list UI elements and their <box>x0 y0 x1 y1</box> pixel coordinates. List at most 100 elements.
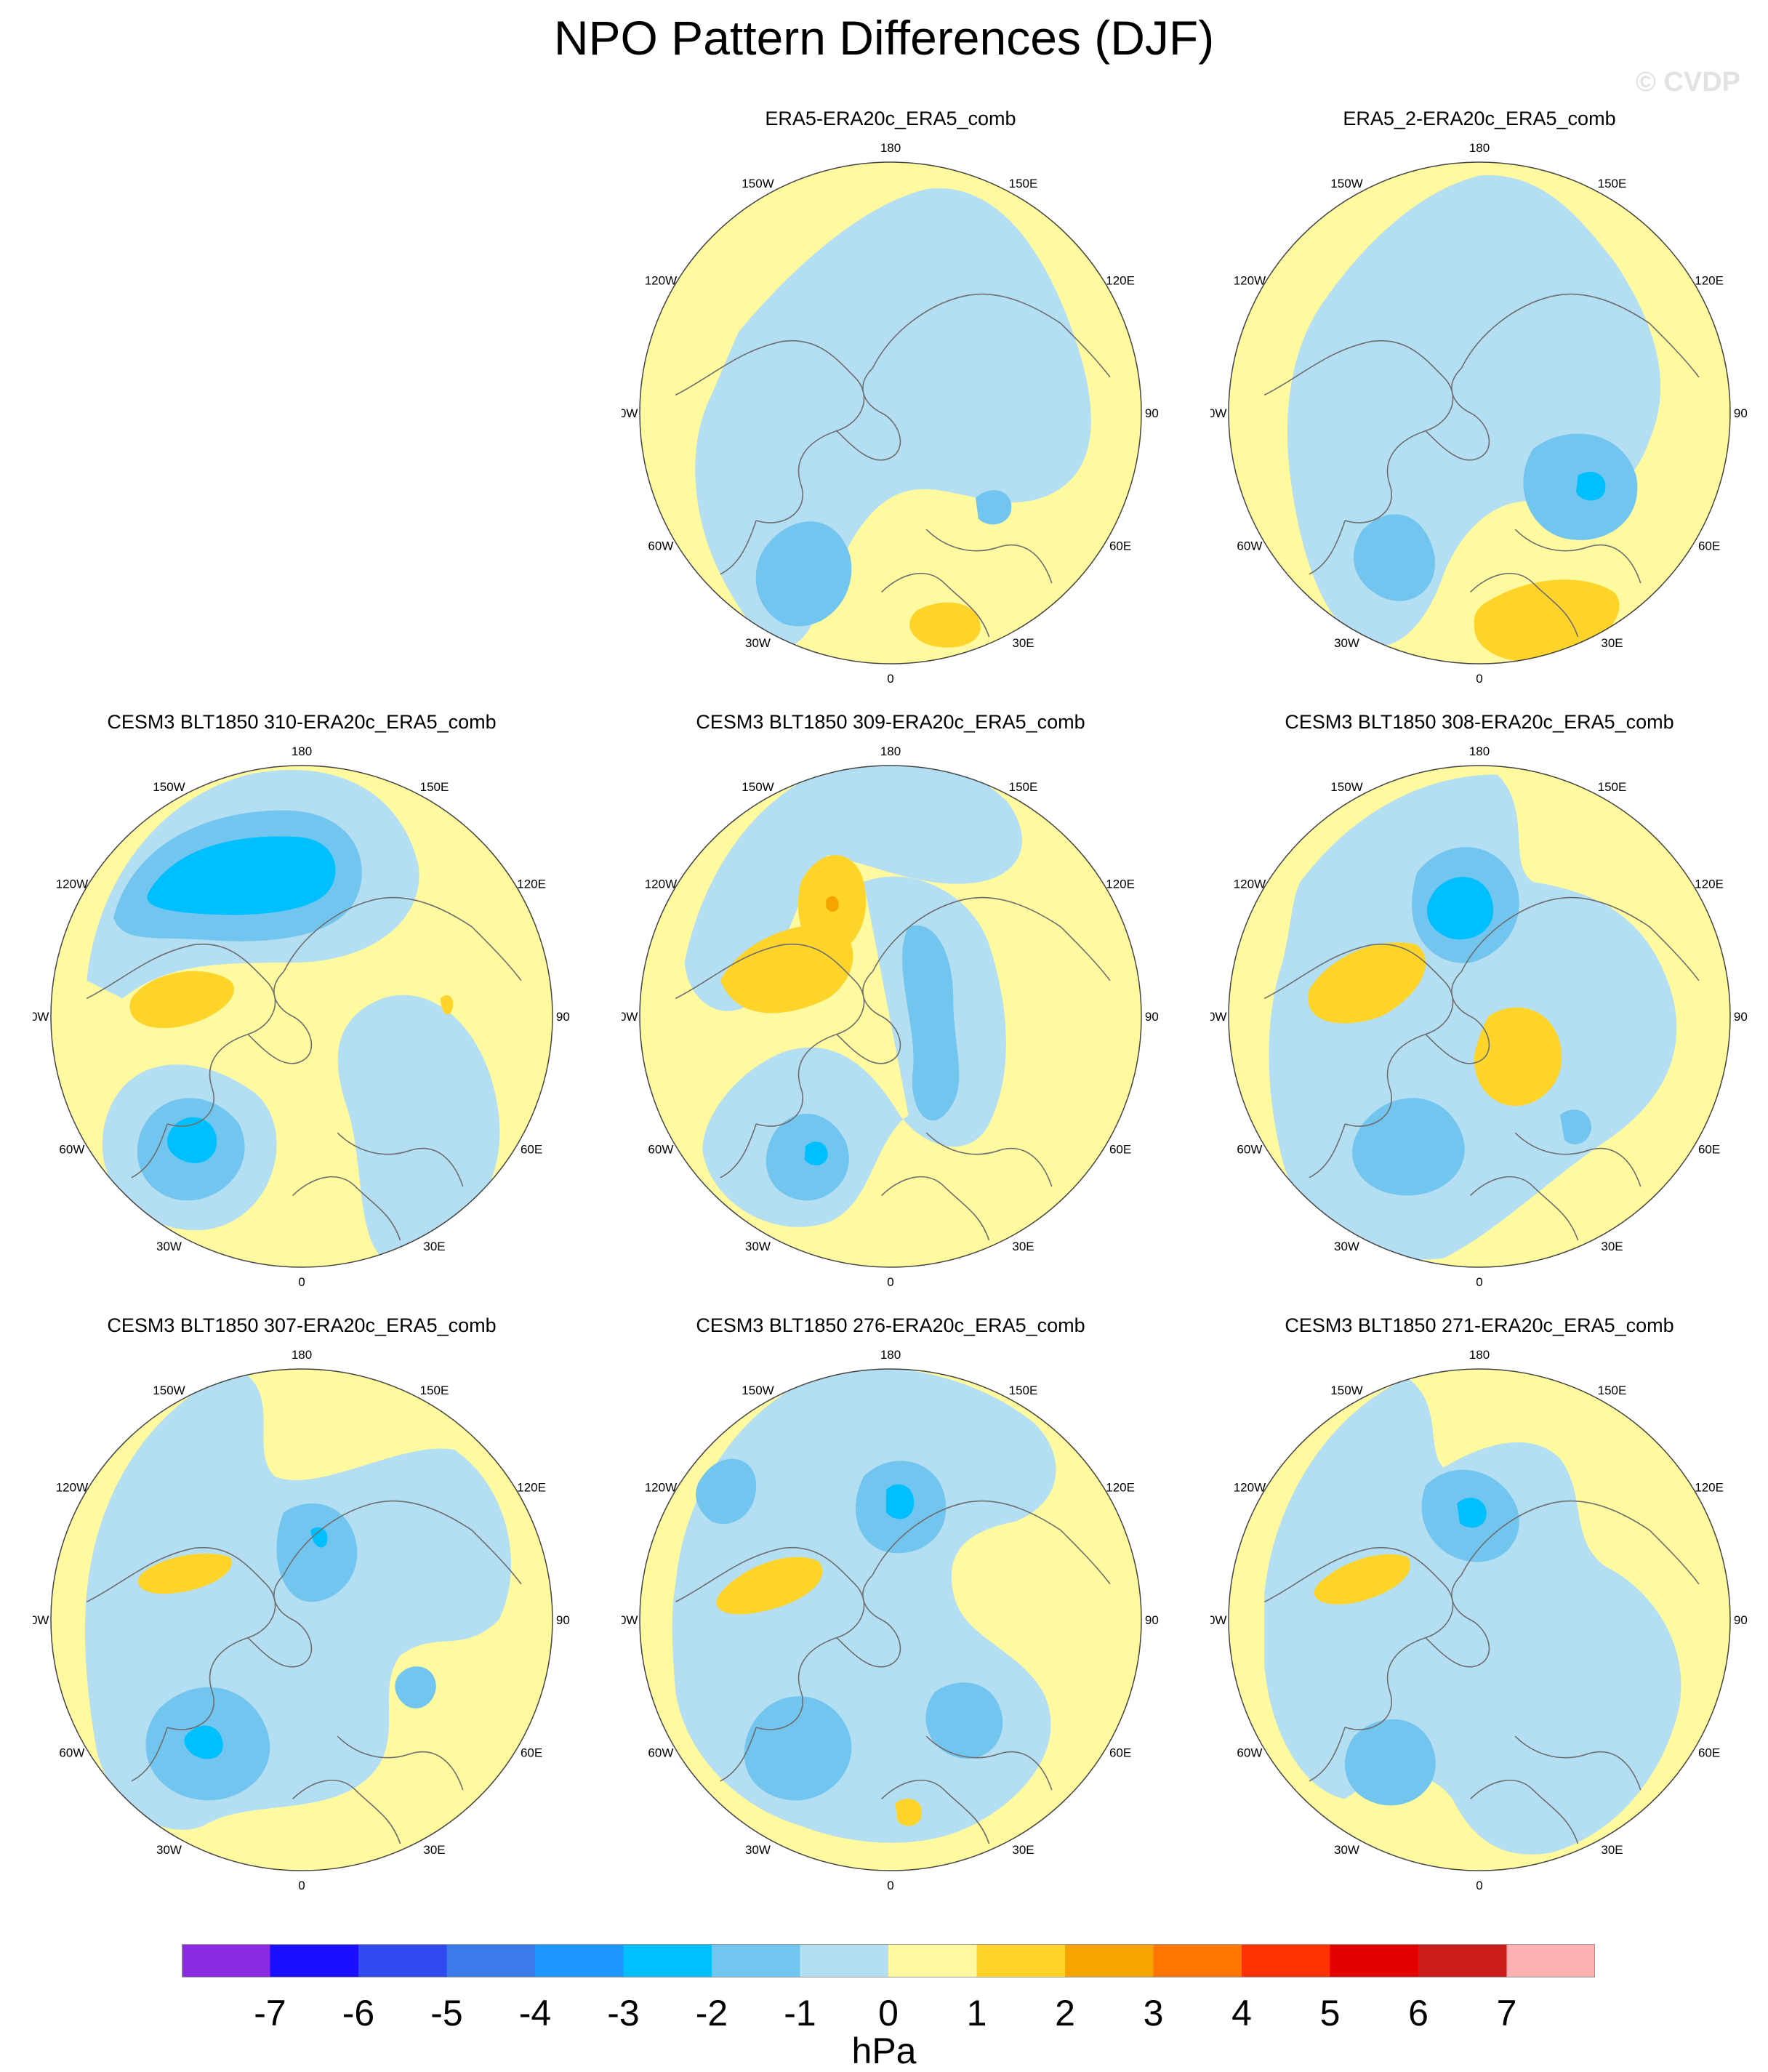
colorbar-swatch <box>712 1944 800 1977</box>
coastline <box>283 896 522 981</box>
contour-region <box>166 1117 217 1163</box>
coastline <box>1460 1500 1700 1585</box>
longitude-label: 30E <box>1601 1240 1623 1253</box>
coastline <box>872 293 1111 378</box>
coastline <box>247 971 313 1064</box>
contour-region <box>310 1527 328 1548</box>
longitude-label: 90E <box>1734 1613 1748 1627</box>
coastline <box>720 520 757 575</box>
longitude-label: 120W <box>56 1481 88 1495</box>
longitude-label: 30E <box>1012 1240 1034 1253</box>
longitude-label: 150W <box>1330 177 1362 190</box>
coastline <box>337 1735 464 1791</box>
longitude-label: 0 <box>298 1275 305 1289</box>
contour-region <box>755 521 852 627</box>
polar-map: 180 150E 120E 90E 60E 30E 0 30W 60W 90W 120W 150W <box>622 1348 1160 1892</box>
longitude-label: 90W <box>33 1010 49 1024</box>
longitude-label: 60W <box>1237 1143 1262 1157</box>
map-outline <box>639 765 1142 1268</box>
longitude-label: 180 <box>880 744 901 758</box>
coastline <box>1470 1176 1579 1241</box>
contour-region <box>1352 1098 1465 1196</box>
contour-region <box>696 1458 757 1525</box>
colorbar-tick-label: -2 <box>695 1993 728 2033</box>
longitude-label: 90E <box>556 1613 571 1627</box>
contour-region <box>1314 1554 1410 1605</box>
figure-title: NPO Pattern Differences (DJF) <box>553 11 1215 65</box>
coastline <box>1309 1727 1346 1782</box>
longitude-label: 90W <box>622 406 638 420</box>
coastline <box>1425 1574 1490 1668</box>
longitude-label: 150E <box>420 1384 449 1397</box>
panel-era5: ERA5-ERA20c_ERA5_comb 180 150E 120E 90E 60E 3… <box>622 108 1160 689</box>
panel-title: CESM3 BLT1850 310-ERA20c_ERA5_comb <box>107 711 497 733</box>
longitude-label: 90E <box>1145 1010 1160 1024</box>
contour-region <box>1354 514 1435 601</box>
longitude-label: 90W <box>1210 1010 1226 1024</box>
colorbar-tick-label: 1 <box>966 1993 987 2033</box>
panel-blt1850-271: CESM3 BLT1850 271-ERA20c_ERA5_comb 180 15… <box>1210 1314 1748 1896</box>
map-outline <box>1228 765 1731 1268</box>
coastline <box>872 1500 1111 1585</box>
longitude-label: 30W <box>1334 1843 1359 1857</box>
longitude-label: 120W <box>1234 1481 1266 1495</box>
longitude-label: 60E <box>1698 1746 1720 1760</box>
panel-title: CESM3 BLT1850 276-ERA20c_ERA5_comb <box>696 1314 1085 1336</box>
contour-region <box>756 260 944 404</box>
longitude-label: 180 <box>1469 1348 1490 1362</box>
longitude-label: 120W <box>1234 878 1266 891</box>
map-outline <box>1228 1368 1731 1871</box>
colorbar-swatch <box>1418 1944 1507 1977</box>
colorbar-tick-label: 2 <box>1055 1993 1075 2033</box>
coastline <box>1470 1779 1579 1844</box>
contour-region <box>895 1799 923 1826</box>
colorbar <box>182 1944 1595 1977</box>
contour-region <box>744 1696 852 1801</box>
panel-title: CESM3 BLT1850 308-ERA20c_ERA5_comb <box>1285 711 1674 733</box>
coastline <box>283 1500 522 1585</box>
contour-region <box>716 1557 823 1615</box>
colorbar-swatch <box>270 1944 359 1977</box>
longitude-label: 150W <box>153 780 185 794</box>
longitude-label: 150E <box>1598 780 1627 794</box>
contour-region <box>1457 1498 1487 1528</box>
longitude-label: 150E <box>1598 177 1627 190</box>
coastline <box>292 1176 401 1241</box>
colorbar-swatch <box>623 1944 712 1977</box>
coastline <box>925 529 1053 584</box>
longitude-label: 150W <box>153 1384 185 1397</box>
coastline <box>1470 572 1579 638</box>
colorbar-swatch <box>1153 1944 1242 1977</box>
contour-region <box>138 1553 232 1594</box>
longitude-label: 30W <box>745 636 771 650</box>
panel-title: CESM3 BLT1850 309-ERA20c_ERA5_comb <box>696 711 1085 733</box>
longitude-label: 120W <box>56 878 88 891</box>
polar-map: 180 150E 120E 90E 60E 30E 0 30W 60W 90W 120W 150W <box>1210 141 1748 686</box>
polar-map: 180 150E 120E 90E 60E 30E 0 30W 60W 90W 120W 150W <box>1210 1348 1748 1892</box>
longitude-label: 120W <box>645 274 677 288</box>
coastline <box>1460 293 1700 378</box>
coastline <box>1263 340 1454 523</box>
longitude-label: 90W <box>33 1613 49 1627</box>
colorbar-tick-label: -5 <box>430 1993 463 2033</box>
coastline <box>925 1132 1053 1187</box>
panel-title: ERA5_2-ERA20c_ERA5_comb <box>1343 108 1616 129</box>
longitude-label: 120E <box>517 878 546 891</box>
longitude-label: 30W <box>1334 636 1359 650</box>
longitude-label: 180 <box>292 744 312 758</box>
colorbar-outline <box>182 1944 1595 1977</box>
longitude-label: 150E <box>420 780 449 794</box>
longitude-label: 90W <box>622 1613 638 1627</box>
coastline <box>872 896 1111 981</box>
coastline <box>1514 1132 1642 1187</box>
longitude-label: 150W <box>742 1384 774 1397</box>
colorbar-tick-label: 5 <box>1319 1993 1341 2033</box>
contour-region <box>184 1725 223 1759</box>
longitude-label: 0 <box>887 672 893 686</box>
colorbar-units: hPa <box>851 2031 917 2071</box>
longitude-label: 150W <box>1330 1384 1362 1397</box>
contour-region <box>804 1141 828 1165</box>
longitude-label: 0 <box>1476 1275 1482 1289</box>
contour-region <box>395 1666 436 1708</box>
panel-title: CESM3 BLT1850 271-ERA20c_ERA5_comb <box>1285 1314 1674 1336</box>
